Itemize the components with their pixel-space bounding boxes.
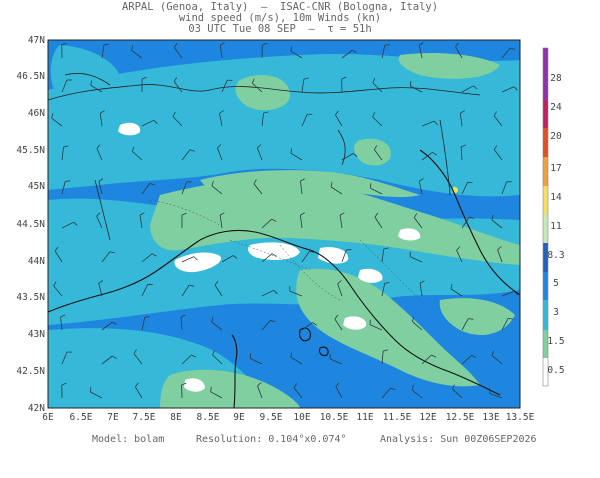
colorbar-segment — [543, 48, 548, 100]
colorbar-segment — [543, 157, 548, 186]
lat-label: 47N — [28, 35, 45, 46]
lon-label: 8E — [170, 412, 182, 423]
lon-label: 13E — [482, 412, 499, 423]
colorbar-label: 24 — [550, 102, 562, 113]
lat-label: 46N — [28, 108, 45, 119]
colorbar-segment — [543, 272, 548, 300]
colorbar-segment — [543, 100, 548, 128]
lon-label: 8.5E — [197, 412, 220, 423]
colorbar-label: 0.5 — [547, 365, 564, 376]
wind-barb-flag — [410, 81, 411, 86]
analysis-label: Analysis: Sun 00Z06SEP2026 — [380, 434, 537, 445]
lon-label: 11.5E — [383, 412, 412, 423]
colorbar-segment — [543, 186, 548, 215]
colorbar-label: 28 — [550, 73, 562, 84]
colorbar-label: 11 — [550, 221, 562, 232]
lat-label: 43N — [28, 329, 45, 340]
wind-barb-flag — [508, 319, 513, 320]
lat-label: 43.5N — [16, 292, 45, 303]
resolution-label: Resolution: 0.104°x0.074° — [196, 434, 347, 445]
footer: Model: bolam Resolution: 0.104°x0.074° A… — [0, 434, 600, 478]
lon-label: 6.5E — [70, 412, 93, 423]
colorbar-label: 5 — [553, 278, 559, 289]
colorbar-label: 8.3 — [547, 250, 564, 261]
colorbar-segment — [543, 300, 548, 330]
lat-label: 42.5N — [16, 366, 45, 377]
lat-label: 44N — [28, 256, 45, 267]
colorbar-label: 14 — [550, 192, 562, 203]
lat-label: 45N — [28, 181, 45, 192]
wind-map: 47N 46.5N 46N 45.5N 45N 44.5N 44N 43.5N … — [0, 0, 600, 450]
lon-label: 11E — [356, 412, 373, 423]
model-label: Model: bolam — [92, 434, 164, 445]
lat-label: 44.5N — [16, 219, 45, 230]
lon-label: 7.5E — [133, 412, 156, 423]
longitude-labels: 6E 6.5E 7E 7.5E 8E 8.5E 9E 9.5E 10E 10.5… — [42, 412, 534, 423]
lon-label: 7E — [107, 412, 119, 423]
lon-label: 10E — [293, 412, 310, 423]
lon-label: 12.5E — [446, 412, 475, 423]
lat-label: 45.5N — [16, 145, 45, 156]
latitude-labels: 47N 46.5N 46N 45.5N 45N 44.5N 44N 43.5N … — [16, 35, 45, 414]
colorbar-segment — [543, 215, 548, 243]
colorbar-label: 20 — [550, 131, 562, 142]
lon-label: 12E — [419, 412, 436, 423]
wind-field — [48, 40, 520, 408]
colorbar: 0.5 1.5 3 5 8.3 11 14 17 20 24 28 — [543, 48, 565, 386]
lon-label: 9.5E — [260, 412, 283, 423]
lon-label: 13.5E — [506, 412, 535, 423]
lon-label: 6E — [42, 412, 54, 423]
wind-barb-flag — [370, 183, 371, 188]
colorbar-label: 17 — [550, 163, 561, 174]
colorbar-label: 3 — [553, 307, 559, 318]
lat-label: 46.5N — [16, 71, 45, 82]
colorbar-label: 1.5 — [547, 336, 564, 347]
lon-label: 9E — [233, 412, 245, 423]
colorbar-segment — [543, 128, 548, 157]
lon-label: 10.5E — [320, 412, 349, 423]
